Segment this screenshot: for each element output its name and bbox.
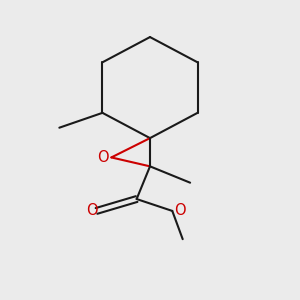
Text: O: O	[97, 150, 109, 165]
Text: O: O	[174, 202, 185, 217]
Text: O: O	[86, 203, 98, 218]
